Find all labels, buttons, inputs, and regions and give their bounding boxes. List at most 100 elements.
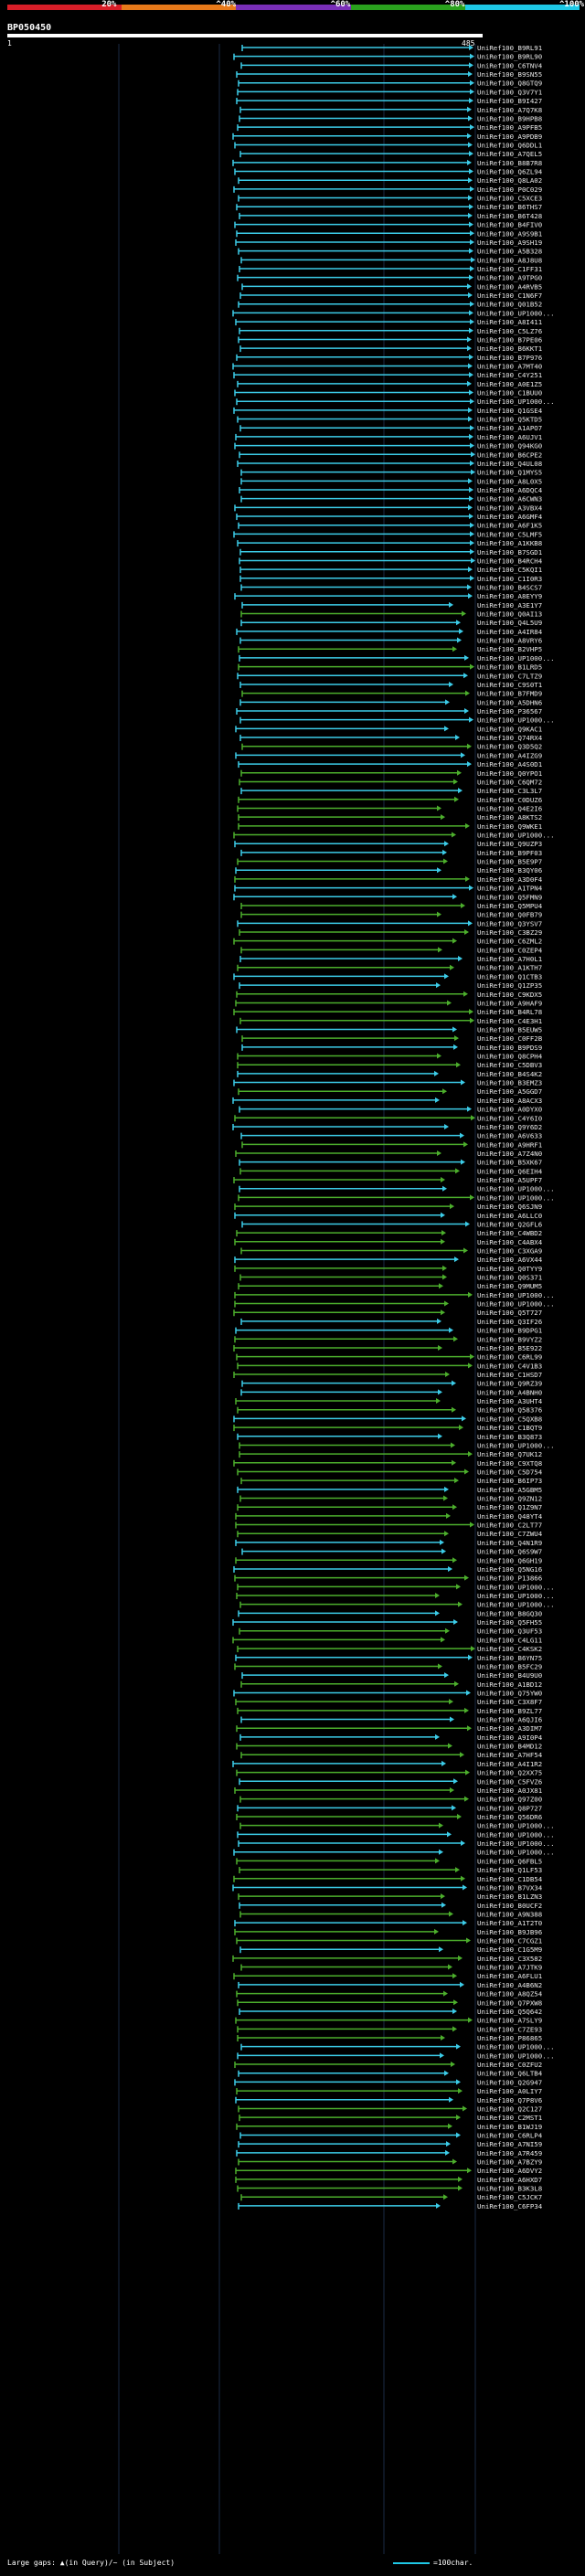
hit-label[interactable]: UniRef100_A9HRF1: [477, 1140, 542, 1149]
hit-label[interactable]: UniRef100_C6ZML2: [477, 938, 542, 946]
hit-label[interactable]: UniRef100_A7Q7K8: [477, 106, 542, 114]
hit-row[interactable]: UniRef100_Q1GSE4: [233, 407, 543, 415]
hit-row[interactable]: UniRef100_B4S4K2: [237, 1070, 542, 1078]
hit-label[interactable]: UniRef100_C4Y251: [477, 371, 542, 379]
hit-label[interactable]: UniRef100_A7JTK9: [477, 1964, 542, 1972]
hit-label[interactable]: UniRef100_Q6LTB4: [477, 2070, 543, 2078]
hit-row[interactable]: UniRef100_A5DHN6: [239, 698, 542, 706]
hit-row[interactable]: UniRef100_B6IP73: [240, 1477, 542, 1485]
hit-row[interactable]: UniRef100_A8QZ54: [236, 1990, 543, 1998]
hit-row[interactable]: UniRef100_UP1000...: [239, 654, 555, 663]
hit-row[interactable]: UniRef100_B9JB96: [234, 1928, 542, 1936]
hit-row[interactable]: UniRef100_Q74RX4: [239, 734, 543, 742]
hit-row[interactable]: UniRef100_Q6DDL1: [234, 141, 542, 149]
hit-row[interactable]: UniRef100_UP1000...: [236, 1592, 555, 1600]
hit-row[interactable]: UniRef100_A5GGD7: [238, 1087, 542, 1096]
hit-label[interactable]: UniRef100_A9I0P4: [477, 1733, 543, 1742]
hit-label[interactable]: UniRef100_UP1000...: [477, 1185, 555, 1193]
hit-label[interactable]: UniRef100_C6FP34: [477, 2202, 543, 2210]
hit-row[interactable]: UniRef100_A0JX81: [234, 1786, 542, 1795]
hit-label[interactable]: UniRef100_A9HAF9: [477, 999, 542, 1007]
hit-label[interactable]: UniRef100_A4IZG9: [477, 751, 542, 759]
hit-row[interactable]: UniRef100_UP1000...: [233, 1849, 555, 1857]
hit-row[interactable]: UniRef100_C3X582: [232, 1955, 542, 1963]
hit-label[interactable]: UniRef100_B1LZN3: [477, 1892, 542, 1901]
hit-label[interactable]: UniRef100_UP1000...: [477, 1592, 555, 1600]
hit-row[interactable]: UniRef100_Q2GFL6: [241, 1220, 542, 1228]
hit-row[interactable]: UniRef100_UP1000...: [239, 1185, 555, 1193]
hit-label[interactable]: UniRef100_A6F1K5: [477, 522, 542, 530]
hit-row[interactable]: UniRef100_A6GMF4: [236, 513, 543, 521]
hit-row[interactable]: UniRef100_P0C029: [233, 186, 542, 194]
hit-row[interactable]: UniRef100_A7MT40: [232, 362, 542, 370]
hit-row[interactable]: UniRef100_C7ZWU4: [237, 1530, 543, 1538]
hit-row[interactable]: UniRef100_Q01B52: [238, 301, 542, 309]
hit-label[interactable]: UniRef100_A5DHN6: [477, 698, 542, 706]
hit-label[interactable]: UniRef100_B7FMD9: [477, 690, 542, 698]
hit-row[interactable]: UniRef100_B5EUW5: [236, 1025, 542, 1034]
hit-label[interactable]: UniRef100_UP1000...: [477, 1601, 555, 1609]
hit-row[interactable]: UniRef100_Q75YW0: [233, 1689, 542, 1697]
hit-label[interactable]: UniRef100_B3Q873: [477, 1433, 542, 1441]
hit-label[interactable]: UniRef100_C4Y6I0: [477, 1114, 542, 1122]
hit-row[interactable]: UniRef100_B4U9U0: [241, 1671, 542, 1680]
hit-row[interactable]: UniRef100_Q7UK12: [239, 1450, 542, 1458]
hit-row[interactable]: UniRef100_A0LIY7: [236, 2087, 542, 2095]
hit-row[interactable]: UniRef100_C9XTQ8: [233, 1459, 542, 1468]
hit-label[interactable]: UniRef100_Q5Q642: [477, 2008, 542, 2016]
hit-label[interactable]: UniRef100_A7NI59: [477, 2140, 542, 2148]
hit-row[interactable]: UniRef100_C4V1B3: [237, 1362, 542, 1370]
hit-row[interactable]: UniRef100_B3EMZ3: [233, 1079, 542, 1087]
hit-row[interactable]: UniRef100_UP1000...: [239, 1601, 555, 1609]
hit-label[interactable]: UniRef100_C0ZEP4: [477, 946, 543, 954]
hit-label[interactable]: UniRef100_Q6S9W7: [477, 1548, 542, 1556]
hit-row[interactable]: UniRef100_A1T2T0: [234, 1919, 542, 1927]
hit-row[interactable]: UniRef100_Q5FH55: [232, 1618, 542, 1627]
hit-label[interactable]: UniRef100_C4KSK2: [477, 1645, 542, 1653]
hit-row[interactable]: UniRef100_A1KKB8: [237, 539, 542, 547]
hit-row[interactable]: UniRef100_C3XGA9: [240, 1246, 542, 1255]
hit-row[interactable]: UniRef100_C4LG11: [232, 1636, 542, 1644]
hit-row[interactable]: UniRef100_B5XK67: [239, 1159, 542, 1167]
hit-label[interactable]: UniRef100_UP1000...: [477, 1830, 555, 1839]
hit-row[interactable]: UniRef100_A4IR84: [236, 628, 543, 636]
hit-label[interactable]: UniRef100_A8VRY6: [477, 637, 542, 645]
hit-row[interactable]: UniRef100_B9RL91: [241, 44, 542, 52]
hit-row[interactable]: UniRef100_P13866: [234, 1574, 542, 1583]
hit-row[interactable]: UniRef100_C5KQI1: [239, 566, 542, 574]
hit-row[interactable]: UniRef100_B1LZN3: [238, 1892, 542, 1901]
hit-row[interactable]: UniRef100_A6HXD7: [235, 2176, 542, 2184]
hit-label[interactable]: UniRef100_Q4UL08: [477, 460, 542, 468]
hit-label[interactable]: UniRef100_C5LZ76: [477, 327, 542, 335]
hit-row[interactable]: UniRef100_B9SN55: [236, 70, 542, 79]
hit-row[interactable]: UniRef100_C6QM72: [239, 778, 542, 786]
hit-label[interactable]: UniRef100_UP1000...: [477, 309, 555, 317]
hit-label[interactable]: UniRef100_Q5T727: [477, 1309, 542, 1317]
hit-row[interactable]: UniRef100_Q3V7Y1: [237, 88, 542, 96]
hit-label[interactable]: UniRef100_A0DYX0: [477, 1106, 542, 1114]
hit-label[interactable]: UniRef100_Q3V7Y1: [477, 88, 542, 96]
hit-row[interactable]: UniRef100_Q6EIH4: [239, 1167, 543, 1175]
hit-row[interactable]: UniRef100_Q5NG16: [233, 1565, 542, 1574]
hit-row[interactable]: UniRef100_P36567: [236, 707, 542, 716]
hit-row[interactable]: UniRef100_Q8LA02: [238, 176, 542, 185]
hit-row[interactable]: UniRef100_A6UJV1: [235, 433, 542, 441]
hit-label[interactable]: UniRef100_B8GQ30: [477, 1609, 542, 1617]
hit-row[interactable]: UniRef100_Q97Z00: [239, 1796, 542, 1804]
hit-label[interactable]: UniRef100_C5FVZ6: [477, 1777, 542, 1786]
hit-row[interactable]: UniRef100_Q9ZN12: [239, 1495, 542, 1503]
hit-row[interactable]: UniRef100_Q1Z9N7: [237, 1503, 542, 1511]
hit-row[interactable]: UniRef100_A6VX44: [234, 1256, 543, 1264]
hit-label[interactable]: UniRef100_C4ABX4: [477, 1238, 543, 1246]
hit-row[interactable]: UniRef100_A6V633: [240, 1132, 542, 1140]
hit-row[interactable]: UniRef100_Q7PXW8: [237, 1998, 542, 2007]
hit-label[interactable]: UniRef100_B7VX34: [477, 1883, 543, 1892]
hit-label[interactable]: UniRef100_A9PFB5: [477, 123, 542, 132]
hit-label[interactable]: UniRef100_A9S9B1: [477, 229, 542, 238]
hit-label[interactable]: UniRef100_C1DB54: [477, 1875, 543, 1883]
hit-row[interactable]: UniRef100_A8L0X5: [240, 477, 542, 485]
hit-row[interactable]: UniRef100_Q4UL08: [237, 460, 542, 468]
hit-label[interactable]: UniRef100_B9PDS9: [477, 1044, 542, 1052]
hit-label[interactable]: UniRef100_A6HXD7: [477, 2176, 542, 2184]
hit-label[interactable]: UniRef100_UP1000...: [477, 2043, 555, 2051]
